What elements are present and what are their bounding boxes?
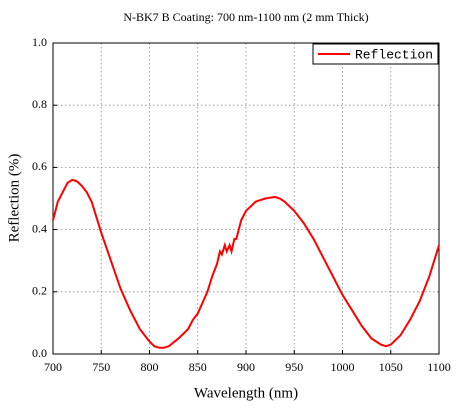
y-tick-label: 0.0: [32, 346, 47, 360]
x-tick-label: 700: [44, 360, 62, 374]
y-tick-label: 1.0: [32, 35, 47, 49]
x-tick-label: 1100: [427, 360, 451, 374]
x-tick-label: 900: [237, 360, 255, 374]
legend-label: Reflection: [355, 47, 433, 62]
y-tick-label: 0.8: [32, 97, 47, 111]
y-tick-label: 0.4: [32, 221, 47, 235]
chart-title: N-BK7 B Coating: 700 nm-1100 nm (2 mm Th…: [123, 10, 368, 24]
y-tick-label: 0.2: [32, 284, 47, 298]
x-tick-label: 1050: [379, 360, 403, 374]
x-tick-label: 950: [285, 360, 303, 374]
legend-box: [312, 43, 439, 65]
data-line: [52, 178, 440, 349]
x-tick-label: 1000: [331, 360, 355, 374]
x-tick-label: 800: [141, 360, 159, 374]
x-axis-title: Wavelength (nm): [194, 385, 298, 401]
y-axis-title: Reflection (%): [6, 154, 22, 243]
x-tick-label: 850: [189, 360, 207, 374]
y-tick-label: 0.6: [32, 159, 47, 173]
plot-frame: [52, 42, 440, 355]
x-tick-label: 750: [92, 360, 110, 374]
